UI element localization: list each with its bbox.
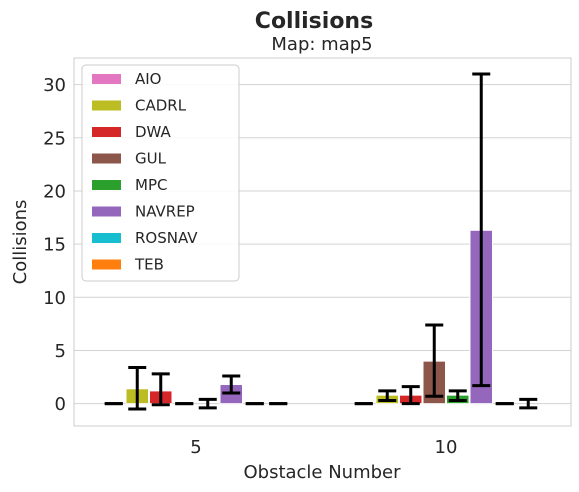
x-tick-label-1: 10 xyxy=(435,437,458,458)
x-tick-label-0: 5 xyxy=(190,437,201,458)
y-axis-label: Collisions xyxy=(10,200,31,285)
legend-swatch-dwa xyxy=(92,127,121,137)
y-tick-label-5: 25 xyxy=(43,128,66,149)
legend-label-teb: TEB xyxy=(134,256,164,274)
legend-swatch-aio xyxy=(92,74,121,84)
legend-label-aio: AIO xyxy=(135,70,162,88)
x-tick-labels: 5 10 xyxy=(190,437,457,458)
y-tick-label-3: 15 xyxy=(43,235,66,256)
legend-label-navrep: NAVREP xyxy=(135,203,195,221)
legend-label-mpc: MPC xyxy=(135,176,167,194)
legend-label-cadrl: CADRL xyxy=(135,97,187,115)
plot-area-frame xyxy=(73,57,572,427)
legend-swatch-navrep xyxy=(92,206,121,217)
y-tick-labels: 0 5 10 15 20 25 30 xyxy=(43,75,66,415)
legend-swatch-cadrl xyxy=(92,100,121,111)
legend-swatch-gul xyxy=(92,153,121,164)
y-tick-label-2: 10 xyxy=(43,288,66,309)
legend-swatch-rosnav xyxy=(92,233,121,243)
y-tick-label-1: 5 xyxy=(55,341,66,362)
x-axis-label: Obstacle Number xyxy=(243,462,401,483)
y-tick-label-6: 30 xyxy=(43,75,66,96)
chart-subtitle: Map: map5 xyxy=(271,34,372,55)
legend-box xyxy=(81,64,240,282)
errorbars-layer xyxy=(104,72,538,411)
legend-label-dwa: DWA xyxy=(135,123,172,141)
legend-swatch-teb xyxy=(92,259,121,270)
legend-label-rosnav: ROSNAV xyxy=(135,229,198,247)
y-tick-label-4: 20 xyxy=(43,181,66,202)
legend-label-gul: GUL xyxy=(135,150,167,168)
legend-swatch-mpc xyxy=(92,180,121,190)
legend: AIO CADRL DWA GUL MPC NAVREP ROSNAV TEB xyxy=(81,64,240,282)
chart-title: Collisions xyxy=(255,9,373,34)
y-tick-label-0: 0 xyxy=(55,394,66,415)
